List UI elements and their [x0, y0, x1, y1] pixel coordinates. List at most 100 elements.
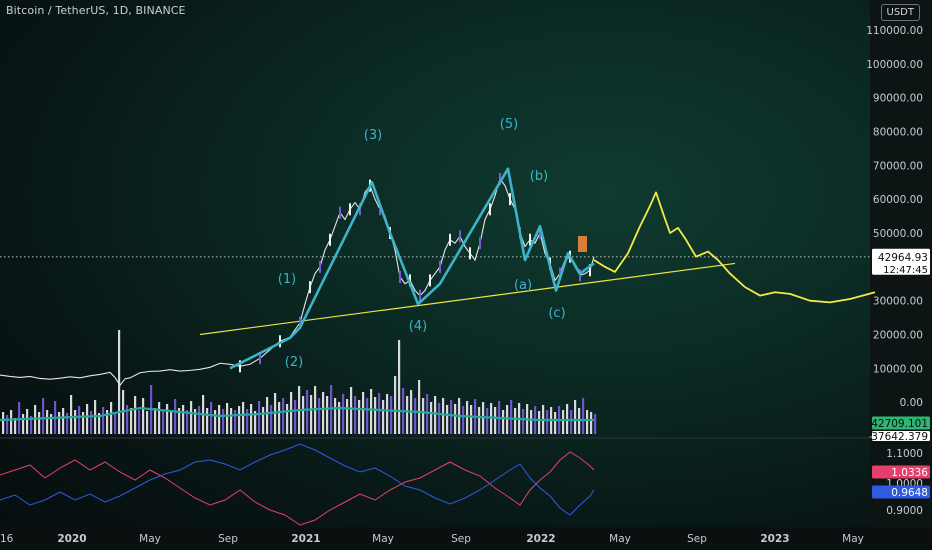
candle	[559, 267, 561, 280]
volume-bar	[418, 380, 421, 434]
wave-label: (4)	[409, 319, 427, 334]
red-value-tag-bg	[872, 465, 930, 479]
volume-bar	[26, 409, 29, 434]
volume-tag: 37642.379	[871, 431, 928, 443]
time-tick-label: 2022	[526, 533, 555, 545]
ratio-series-blue	[0, 443, 595, 516]
symbol-title: Bitcoin / TetherUS, 1D, BINANCE	[6, 4, 186, 17]
volume-bar	[322, 392, 325, 434]
volume-bar	[406, 396, 409, 434]
price-axis-panel[interactable]	[870, 0, 932, 550]
volume-bar	[126, 405, 129, 434]
volume-bar	[230, 408, 233, 434]
volume-bar	[246, 409, 249, 434]
price-tick-label: 0.00	[900, 397, 923, 409]
volume-bar	[582, 398, 585, 434]
volume-bar	[486, 408, 489, 434]
volume-bar	[30, 416, 33, 434]
volume-bar	[82, 412, 85, 434]
volume-bar	[174, 399, 177, 434]
candle	[279, 335, 281, 348]
volume-bar	[270, 405, 273, 434]
time-tick-label: 2020	[57, 533, 86, 545]
projection-line	[593, 191, 876, 304]
time-tick-label: May	[842, 533, 864, 545]
volume-bar	[390, 396, 393, 434]
volume-bar	[362, 392, 365, 434]
candle	[429, 274, 431, 287]
candle	[469, 247, 471, 260]
candle	[399, 270, 401, 283]
volume-ma-line	[0, 406, 594, 422]
last-price-tag-bg	[872, 248, 930, 275]
volume-bar	[338, 402, 341, 434]
wave-label: (b)	[530, 169, 548, 184]
volume-bar	[110, 402, 113, 434]
volume-bar	[242, 402, 245, 434]
volume-bar	[494, 407, 497, 434]
time-tick-label: 2021	[291, 533, 320, 545]
volume-bar	[426, 394, 429, 434]
volume-bar	[190, 401, 193, 434]
volume-bar	[282, 398, 285, 434]
volume-bar	[514, 408, 517, 434]
volume-bar	[466, 401, 469, 434]
price-tick-label: 60000.00	[873, 194, 923, 206]
volume-bar	[38, 412, 41, 434]
volume-bar	[470, 405, 473, 434]
time-tick-label: May	[139, 533, 161, 545]
volume-bar	[166, 404, 169, 434]
volume-bar	[318, 398, 321, 434]
volume-bar	[14, 418, 17, 434]
volume-bar	[262, 407, 265, 434]
price-tick-label: 100000.00	[866, 59, 923, 71]
last-price-tag: 42964.93	[878, 252, 928, 264]
volume-bar	[214, 410, 217, 434]
volume-bar	[306, 390, 309, 434]
volume-bar	[450, 400, 453, 434]
candle	[309, 281, 311, 294]
price-tick-label: 10000.00	[873, 363, 923, 375]
ratio-series-red	[0, 451, 595, 526]
blue-value-tag: 0.9648	[891, 487, 928, 499]
volume-bar	[130, 408, 133, 434]
volume-bar	[226, 403, 229, 434]
volume-bar	[414, 398, 417, 434]
time-tick-label: May	[609, 533, 631, 545]
candle	[529, 233, 531, 246]
time-tick-label: 16	[0, 533, 14, 545]
candle	[379, 203, 381, 216]
volume-bar	[206, 408, 209, 434]
wave-label: (3)	[364, 128, 382, 143]
volume-ma-tag-bg	[872, 416, 930, 430]
volume-bar	[58, 412, 61, 434]
candle	[479, 237, 481, 250]
currency-button[interactable]: USDT	[880, 4, 920, 21]
wave-label: (5)	[500, 117, 518, 132]
volume-bar	[258, 401, 261, 434]
price-tick-label: 70000.00	[873, 160, 923, 172]
volume-bar	[434, 396, 437, 434]
candle	[299, 316, 301, 329]
volume-bar	[22, 414, 25, 434]
volume-bar	[106, 410, 109, 434]
candle	[489, 203, 491, 216]
volume-bar	[10, 410, 13, 434]
volume-bar	[254, 411, 257, 434]
candle	[589, 264, 591, 277]
volume-bar	[86, 404, 89, 434]
time-axis-panel[interactable]	[0, 527, 932, 550]
volume-bar	[462, 406, 465, 434]
volume-bar	[266, 397, 269, 434]
volume-bar	[386, 394, 389, 434]
volume-bar	[586, 410, 589, 434]
volume-bar	[170, 411, 173, 434]
volume-bar	[594, 414, 597, 434]
volume-bar	[198, 406, 201, 434]
candle	[319, 260, 321, 273]
volume-bar	[430, 402, 433, 434]
volume-bar	[50, 414, 53, 434]
volume-bar	[358, 400, 361, 434]
